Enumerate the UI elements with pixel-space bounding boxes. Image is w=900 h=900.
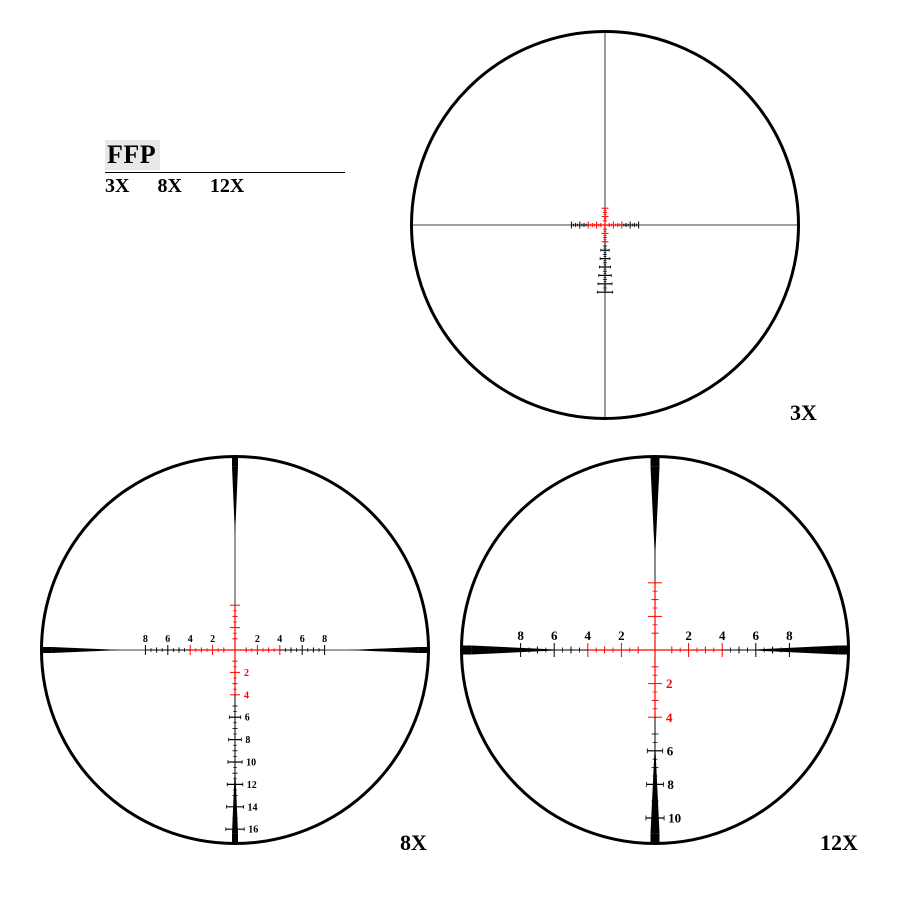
svg-text:10: 10 bbox=[246, 758, 256, 769]
svg-text:6: 6 bbox=[667, 743, 674, 758]
svg-text:8: 8 bbox=[786, 628, 793, 643]
svg-text:8: 8 bbox=[245, 735, 250, 746]
svg-text:2: 2 bbox=[666, 676, 673, 691]
scope-3x bbox=[410, 30, 800, 420]
scope-8x: 2 2 4 4 6 6 8 8 2 4 6 8 10 12 14 16 bbox=[40, 455, 430, 845]
svg-text:4: 4 bbox=[244, 690, 249, 701]
svg-text:4: 4 bbox=[585, 628, 592, 643]
svg-text:8: 8 bbox=[322, 634, 327, 645]
legend-mag-label: 12X bbox=[210, 175, 244, 198]
svg-text:2: 2 bbox=[210, 634, 215, 645]
mag-label: 12X bbox=[820, 830, 858, 856]
legend: FFP 3X 8X 12X bbox=[105, 140, 345, 198]
svg-text:14: 14 bbox=[248, 802, 258, 813]
svg-text:2: 2 bbox=[618, 628, 625, 643]
svg-text:8: 8 bbox=[667, 777, 674, 792]
svg-text:4: 4 bbox=[719, 628, 726, 643]
svg-text:2: 2 bbox=[255, 634, 260, 645]
scope-12x: 2244668824681012 bbox=[460, 455, 850, 845]
svg-text:10: 10 bbox=[668, 811, 681, 826]
svg-text:6: 6 bbox=[300, 634, 305, 645]
svg-text:2: 2 bbox=[244, 668, 249, 679]
mag-label: 3X bbox=[790, 400, 817, 426]
svg-text:6: 6 bbox=[753, 628, 760, 643]
svg-text:16: 16 bbox=[248, 825, 258, 836]
svg-text:6: 6 bbox=[551, 628, 558, 643]
legend-mag-label: 3X bbox=[105, 175, 129, 198]
legend-title: FFP bbox=[105, 140, 160, 170]
svg-text:4: 4 bbox=[666, 710, 673, 725]
svg-text:4: 4 bbox=[188, 634, 193, 645]
legend-mag-label: 8X bbox=[157, 175, 181, 198]
svg-text:2: 2 bbox=[685, 628, 692, 643]
svg-text:8: 8 bbox=[517, 628, 524, 643]
svg-text:6: 6 bbox=[165, 634, 170, 645]
svg-text:6: 6 bbox=[245, 713, 250, 724]
svg-text:8: 8 bbox=[143, 634, 148, 645]
legend-mag-row: 3X 8X 12X bbox=[105, 173, 345, 198]
mag-label: 8X bbox=[400, 830, 427, 856]
svg-text:12: 12 bbox=[247, 780, 257, 791]
svg-text:4: 4 bbox=[277, 634, 282, 645]
reticle-diagram: FFP 3X 8X 12X 2 2 4 4 6 6 8 8 2 4 6 8 10 12 14 16 2 2 4 4 6 6… bbox=[0, 0, 900, 900]
